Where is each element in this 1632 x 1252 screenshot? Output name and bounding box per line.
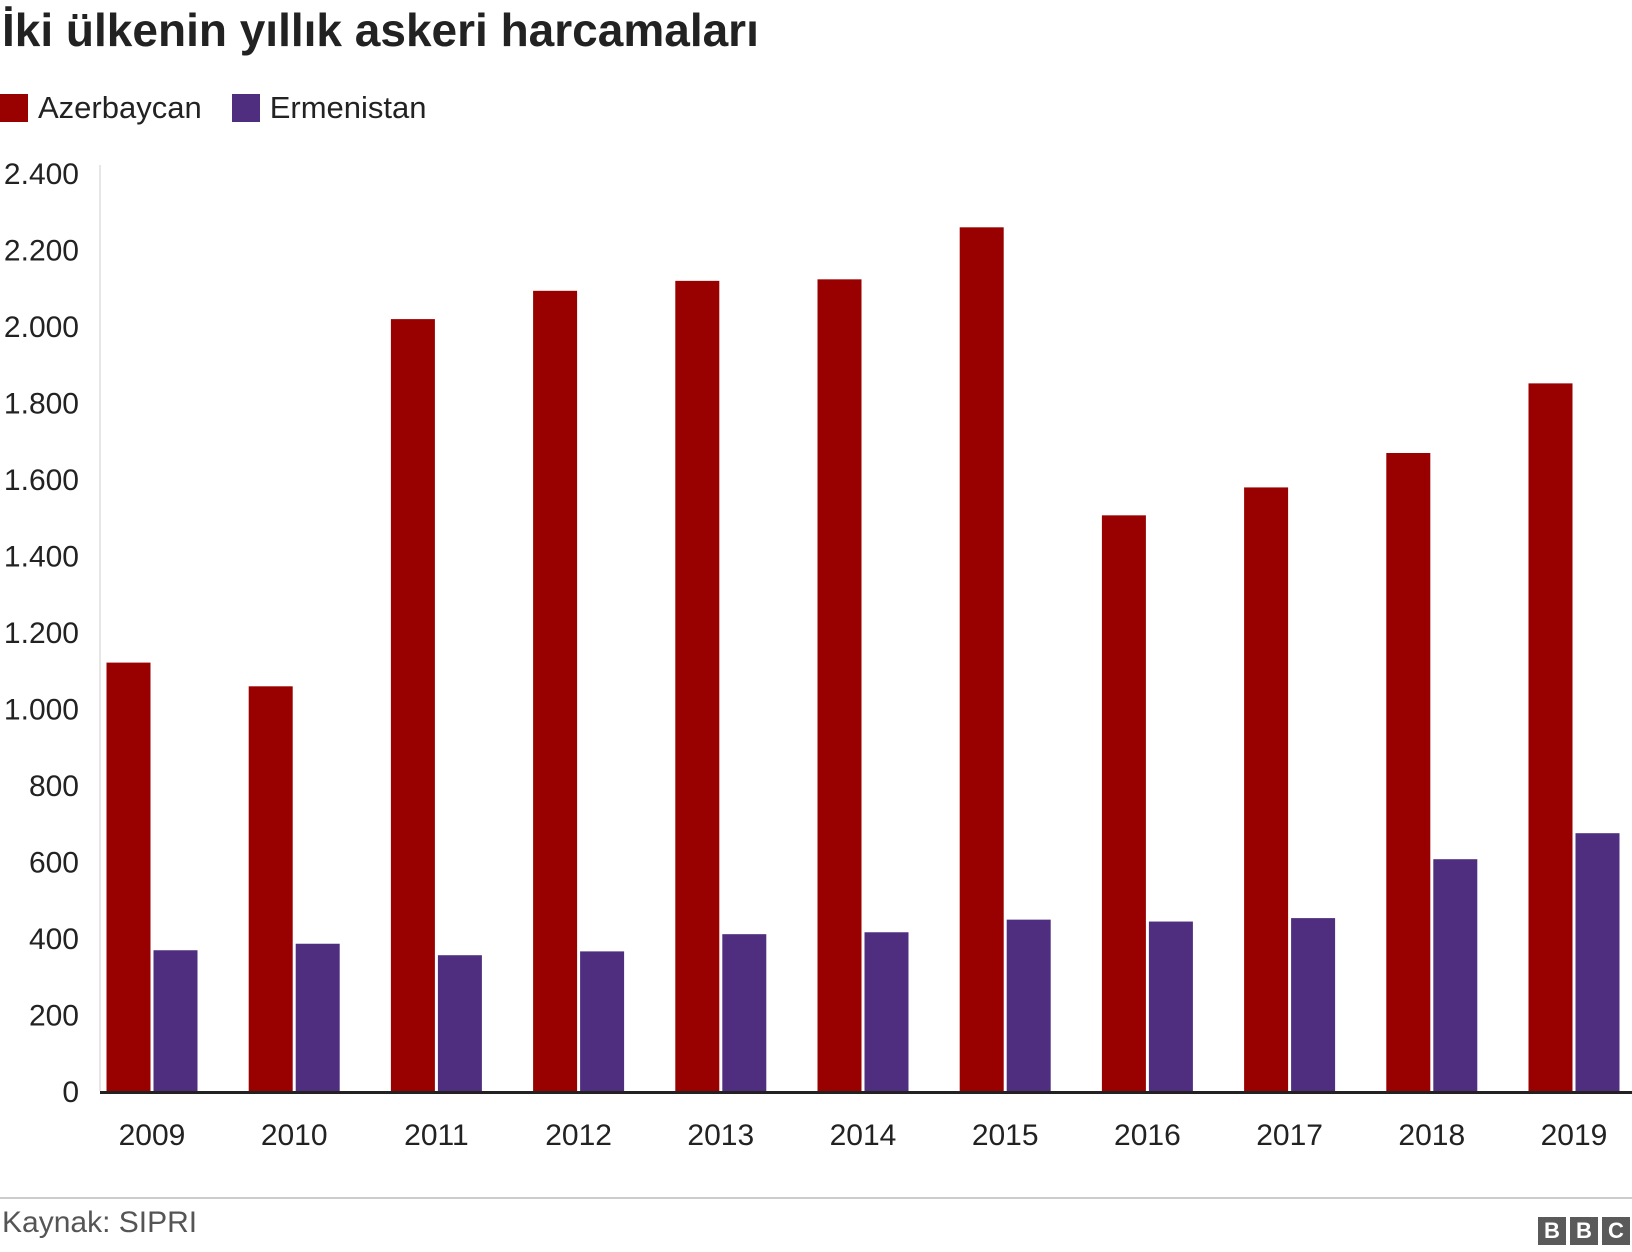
legend-swatch-azerbaycan — [0, 94, 28, 122]
x-tick-label: 2017 — [1256, 1119, 1323, 1152]
legend-swatch-ermenistan — [231, 94, 260, 122]
bar-azerbaycan-2013 — [675, 280, 720, 1091]
x-tick-label: 2011 — [404, 1119, 469, 1152]
x-tick-label: 2013 — [687, 1119, 754, 1152]
bar-azerbaycan-2019 — [1528, 383, 1573, 1091]
bbc-logo-block: B — [1570, 1217, 1598, 1245]
bar-azerbaycan-2010 — [248, 686, 293, 1091]
bar-ermenistan-2015 — [1006, 919, 1051, 1091]
x-tick-label: 2018 — [1398, 1119, 1465, 1152]
y-tick-label: 2.200 — [4, 235, 79, 268]
y-tick-label: 800 — [29, 770, 79, 803]
x-tick-label: 2014 — [830, 1119, 897, 1152]
bar-ermenistan-2012 — [580, 951, 625, 1091]
bar-ermenistan-2019 — [1575, 833, 1620, 1091]
bar-azerbaycan-2016 — [1101, 515, 1146, 1091]
y-tick-label: 1.600 — [4, 464, 79, 497]
bar-ermenistan-2010 — [295, 943, 340, 1091]
x-tick-label: 2010 — [261, 1119, 328, 1152]
bar-ermenistan-2014 — [864, 932, 909, 1091]
x-tick-label: 2009 — [119, 1119, 186, 1152]
x-tick-label: 2019 — [1541, 1119, 1608, 1152]
bar-ermenistan-2009 — [153, 950, 198, 1091]
legend-label-ermenistan: Ermenistan — [269, 90, 427, 125]
bar-azerbaycan-2017 — [1244, 487, 1289, 1091]
x-tick-label: 2012 — [545, 1119, 612, 1152]
bbc-logo-block: B — [1538, 1217, 1566, 1245]
bar-ermenistan-2017 — [1291, 918, 1336, 1091]
legend-item-ermenistan: Ermenistan — [231, 90, 427, 126]
source-note: Kaynak: SIPRI — [2, 1206, 198, 1239]
bar-ermenistan-2013 — [722, 934, 767, 1091]
y-tick-label: 200 — [29, 1000, 79, 1033]
bbc-logo-block: C — [1602, 1217, 1630, 1245]
y-tick-label: 1.400 — [4, 541, 79, 574]
bbc-logo: B B C — [1538, 1217, 1630, 1245]
bar-azerbaycan-2011 — [390, 319, 435, 1091]
y-tick-label: 2.400 — [4, 158, 79, 191]
bar-azerbaycan-2015 — [959, 227, 1004, 1091]
bar-azerbaycan-2012 — [533, 290, 578, 1091]
footer-divider — [0, 1197, 1632, 1199]
y-tick-label: 400 — [29, 923, 79, 956]
y-tick-label: 2.000 — [4, 311, 79, 344]
x-tick-label: 2015 — [972, 1119, 1039, 1152]
legend-item-azerbaycan: Azerbaycan — [0, 90, 202, 126]
y-tick-label: 0 — [62, 1076, 79, 1109]
bar-azerbaycan-2018 — [1386, 452, 1431, 1091]
y-tick-label: 600 — [29, 847, 79, 880]
bar-ermenistan-2011 — [437, 955, 482, 1091]
bar-azerbaycan-2014 — [817, 279, 862, 1091]
bar-ermenistan-2018 — [1433, 859, 1478, 1091]
legend-label-azerbaycan: Azerbaycan — [38, 90, 202, 125]
y-tick-label: 1.200 — [4, 617, 79, 650]
y-tick-label: 1.000 — [4, 694, 79, 727]
y-tick-label: 1.800 — [4, 388, 79, 421]
bar-ermenistan-2016 — [1148, 921, 1193, 1091]
chart-title: İki ülkenin yıllık askeri harcamaları — [2, 4, 759, 56]
x-tick-label: 2016 — [1114, 1119, 1181, 1152]
bar-chart: 0 200 400 600 800 1.000 1.200 1.400 1.600 1.800 2.… — [4, 158, 1632, 1152]
chart-legend: Azerbaycan Ermenistan — [0, 88, 457, 128]
bar-azerbaycan-2009 — [106, 662, 151, 1091]
